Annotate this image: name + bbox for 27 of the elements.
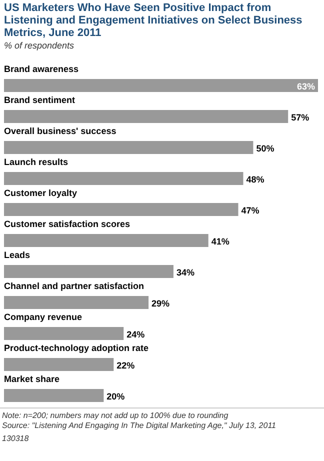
data-label: 20% [106,392,125,402]
data-label: 22% [116,360,135,370]
data-label: 47% [241,206,260,216]
y-tick-label: Launch results [4,157,68,167]
y-tick-label: Product-technology adoption rate [4,343,149,353]
y-tick-label: Customer satisfaction scores [4,219,130,229]
data-label: 29% [152,298,170,308]
data-label: 24% [126,330,145,340]
data-label: 50% [256,144,274,154]
chart-title: US Marketers Who Have Seen Positive Impact from Listening and Engagement Initiatives on Select Business Metrics, June 2011 [4,2,302,39]
y-tick-label: Leads [4,250,30,260]
data-label: 63% [296,82,315,92]
data-label: 48% [246,174,264,184]
y-tick-label: Channel and partner satisfaction [4,281,144,291]
y-tick-label: Overall business' success [4,126,116,136]
source-note: Source: "Listening And Engaging In The Digital Marketing Age," July 13, 2011 [2,421,276,430]
y-tick-label: Brand sentiment [4,95,76,105]
y-tick-label: Company revenue [4,312,82,322]
data-label: 34% [176,268,194,278]
chart-subtitle: % of respondents [4,40,75,50]
y-tick-label: Brand awareness [4,64,79,74]
data-label: 57% [291,112,310,122]
y-tick-label: Customer loyalty [4,188,78,198]
text: 130318 [2,434,30,443]
text: Note: n=200; numbers may not add up to 100% due to rounding [2,411,229,420]
y-tick-label: Market share [4,374,60,384]
data-label: 41% [211,236,230,246]
